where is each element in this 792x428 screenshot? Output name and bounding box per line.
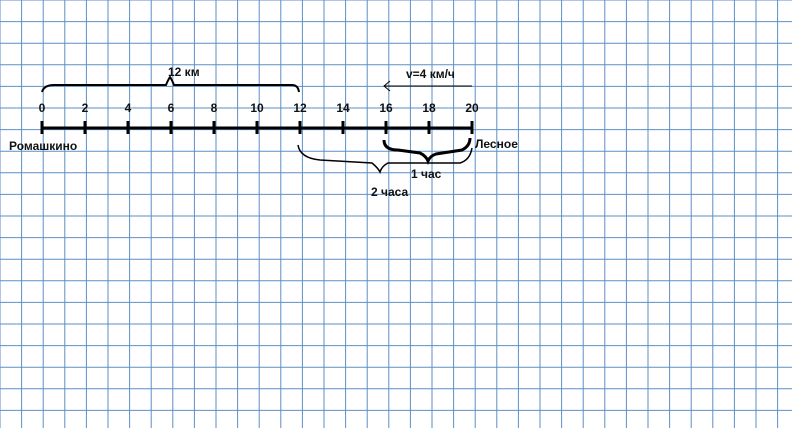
tick-label: 2 [82,101,89,115]
tick-label: 4 [125,101,132,115]
tick-labels: 0 2 4 6 8 10 12 14 16 18 20 [39,101,479,115]
speed-label: v=4 км/ч [406,67,455,81]
tick-label: 10 [250,101,264,115]
end-town-label: Лесное [475,137,518,151]
distance-label: 12 км [168,65,200,79]
tick-label: 6 [168,101,175,115]
one-hour-label: 1 час [411,167,442,181]
tick-label: 8 [211,101,218,115]
tick-label: 20 [465,101,479,115]
tick-label: 18 [422,101,436,115]
tick-label: 16 [379,101,393,115]
tick-marks [40,121,474,134]
tick-label: 12 [293,101,307,115]
two-hours-label: 2 часа [371,185,408,199]
tick-label: 0 [39,101,46,115]
tick-label: 14 [336,101,350,115]
brace-1-hour [382,137,472,166]
brace-12km [41,75,300,93]
arrow-head [383,80,391,92]
start-town-label: Ромашкино [9,139,77,153]
brace-2-hours [297,144,473,174]
